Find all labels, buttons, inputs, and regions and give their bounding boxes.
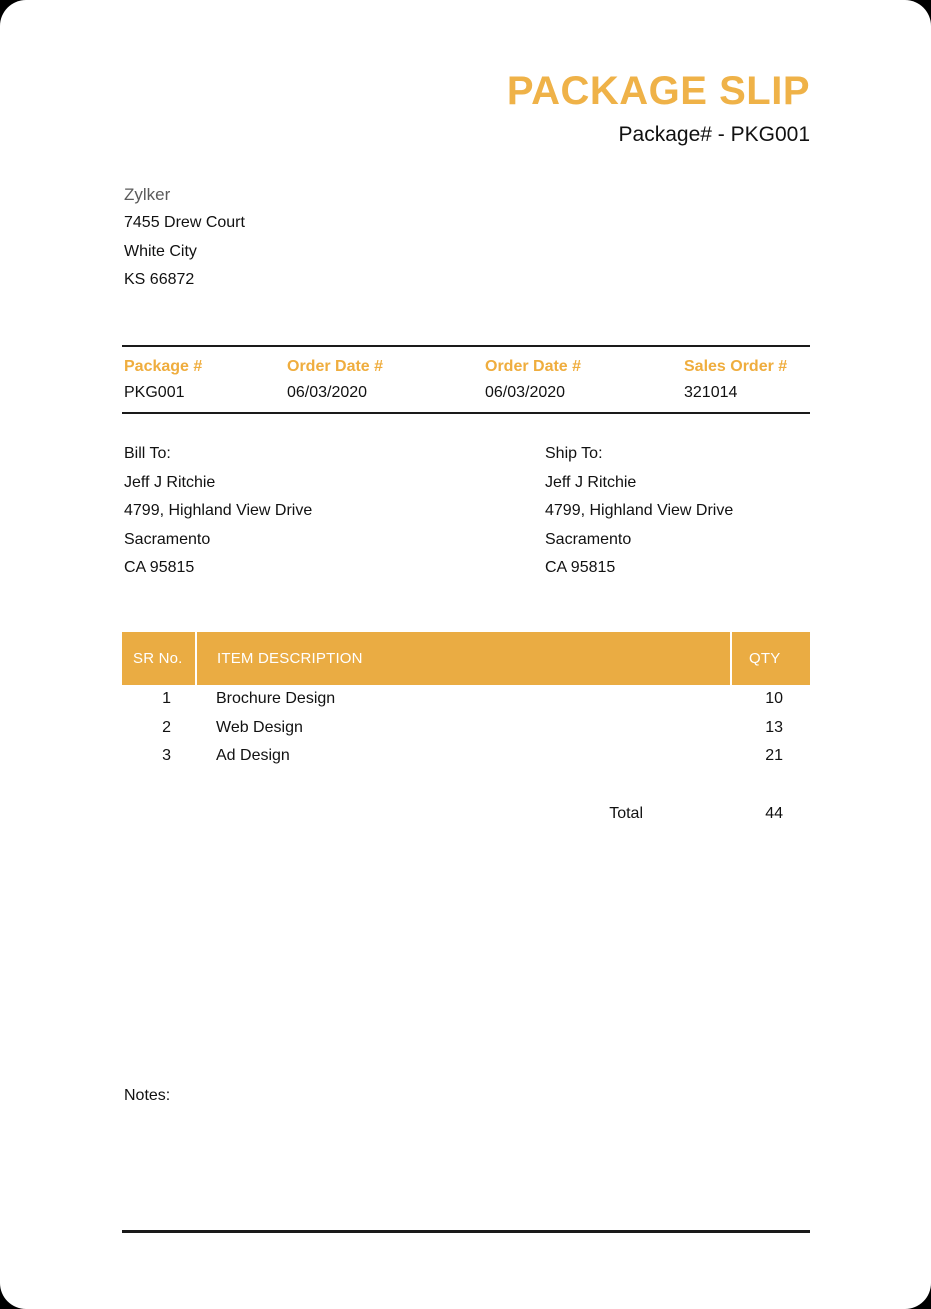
ship-to-line: CA 95815 xyxy=(545,559,616,576)
package-meta-table: Package # Order Date # Order Date # Sale… xyxy=(122,345,812,415)
cell-sr-no: 2 xyxy=(162,718,171,736)
ship-to-line: Sacramento xyxy=(545,530,632,548)
company-address-line: KS 66872 xyxy=(124,271,195,288)
page-title: PACKAGE SLIP xyxy=(506,69,810,113)
notes-label: Notes: xyxy=(124,1087,171,1104)
total-empty-cell xyxy=(122,800,196,828)
cell-item-description: Ad Design xyxy=(216,747,290,765)
ship-to-block: Ship To: Jeff J Ritchie 4799, Highland V… xyxy=(545,440,865,583)
meta-value-sales-order: 321014 xyxy=(684,383,738,401)
total-row: Total 44 xyxy=(122,800,810,828)
meta-value-order-date: 06/03/2020 xyxy=(287,383,368,401)
company-address-line: 7455 Drew Court xyxy=(124,214,245,231)
spacer-cell xyxy=(122,771,196,800)
cell-sr-no: 1 xyxy=(162,690,171,708)
bill-to-line: Sacramento xyxy=(124,530,211,548)
cell-sr-no: 3 xyxy=(162,747,171,765)
bill-to-block: Bill To: Jeff J Ritchie 4799, Highland V… xyxy=(124,440,444,583)
footer-divider xyxy=(122,1230,810,1233)
company-address-line: White City xyxy=(124,242,197,260)
meta-header-sales-order: Sales Order # xyxy=(684,358,788,375)
column-header-item-description: ITEM DESCRIPTION xyxy=(196,632,732,685)
table-row: 1 Brochure Design 10 xyxy=(122,685,810,714)
package-number-subtitle: Package# - PKG001 xyxy=(618,123,810,146)
meta-header-order-date-2: Order Date # xyxy=(485,358,582,375)
page-content: PACKAGE SLIP Package# - PKG001 Zylker 74… xyxy=(122,0,810,1309)
table-header-row: SR No. ITEM DESCRIPTION QTY xyxy=(122,632,810,685)
column-header-sr-no: SR No. xyxy=(122,632,197,685)
company-block: Zylker 7455 Drew Court White City KS 668… xyxy=(124,180,464,295)
company-name: Zylker xyxy=(124,185,171,204)
cell-qty: 21 xyxy=(765,747,783,765)
column-header-qty: QTY xyxy=(749,650,781,667)
meta-value-package-number: PKG001 xyxy=(124,383,185,401)
ship-to-line: Jeff J Ritchie xyxy=(545,473,637,491)
table-row: 2 Web Design 13 xyxy=(122,714,810,743)
table-spacer-row xyxy=(122,771,810,800)
meta-value-order-date-2: 06/03/2020 xyxy=(485,383,566,401)
cell-item-description: Brochure Design xyxy=(216,690,336,708)
ship-to-line: 4799, Highland View Drive xyxy=(545,502,734,519)
spacer-cell xyxy=(196,771,731,800)
cell-qty: 10 xyxy=(765,690,783,708)
ship-to-label: Ship To: xyxy=(545,445,603,462)
table-header-row: Package # Order Date # Order Date # Sale… xyxy=(122,347,812,381)
bill-to-line: CA 95815 xyxy=(124,559,195,576)
spacer-cell xyxy=(731,771,810,800)
bill-to-line: Jeff J Ritchie xyxy=(124,473,216,491)
total-label: Total xyxy=(609,804,643,822)
meta-header-order-date: Order Date # xyxy=(287,358,384,375)
bill-to-label: Bill To: xyxy=(124,445,171,462)
cell-qty: 13 xyxy=(765,718,783,736)
meta-header-package-number: Package # xyxy=(124,358,203,375)
table-row: 3 Ad Design 21 xyxy=(122,742,810,771)
table-row: PKG001 06/03/2020 06/03/2020 321014 xyxy=(122,381,812,413)
cell-item-description: Web Design xyxy=(216,718,303,736)
line-items-table: SR No. ITEM DESCRIPTION QTY 1 Brochure D… xyxy=(122,632,810,828)
bill-to-line: 4799, Highland View Drive xyxy=(124,502,313,519)
total-qty-value: 44 xyxy=(765,804,783,822)
